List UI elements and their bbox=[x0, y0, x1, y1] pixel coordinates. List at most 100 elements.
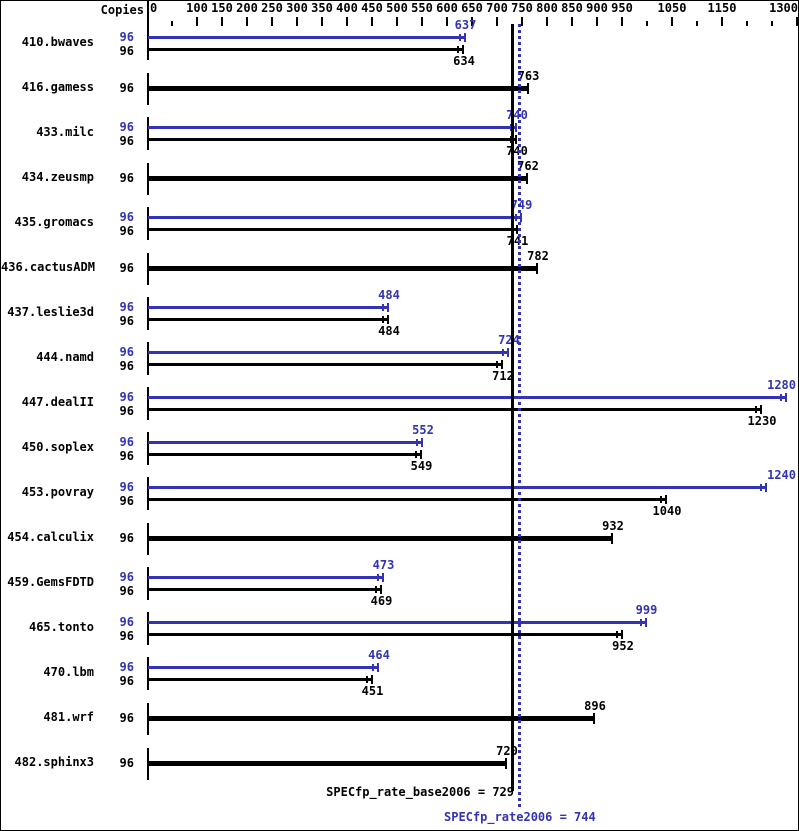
peak-bar-end-tick bbox=[765, 483, 767, 492]
peak-copies-value: 96 bbox=[119, 300, 134, 314]
row-axis-baseline bbox=[147, 657, 149, 690]
base-bar-end-tick bbox=[387, 315, 389, 324]
benchmark-row: 433.milc 96 96 740 740 bbox=[1, 108, 798, 158]
axis-tick-label: 150 bbox=[211, 1, 233, 15]
base-bar bbox=[148, 498, 667, 501]
base-bar-spread-tick bbox=[365, 676, 368, 683]
peak-copies-value: 96 bbox=[119, 390, 134, 404]
base-bar-end-tick bbox=[760, 405, 762, 414]
axis-tick-label: 1150 bbox=[707, 1, 737, 15]
base-bar-end-tick bbox=[593, 713, 595, 724]
peak-bar-end-tick bbox=[785, 393, 787, 402]
peak-value-label: 473 bbox=[372, 558, 395, 572]
base-copies-value: 96 bbox=[119, 531, 134, 545]
benchmark-row: 481.wrf 96 896 bbox=[1, 693, 798, 743]
peak-bar-end-tick bbox=[644, 618, 647, 627]
peak-bar-end-tick bbox=[507, 348, 509, 357]
base-value-label: 634 bbox=[453, 54, 475, 68]
axis-tick-label: 750 bbox=[511, 1, 533, 15]
peak-bar bbox=[148, 576, 384, 579]
benchmark-name-label: 434.zeusmp bbox=[21, 170, 94, 184]
row-axis-baseline bbox=[147, 117, 149, 150]
peak-bar bbox=[148, 216, 522, 219]
axis-major-tick bbox=[721, 17, 723, 26]
base-bar-end-tick bbox=[379, 585, 382, 594]
peak-bar-spread-tick bbox=[639, 619, 642, 626]
peak_median-line bbox=[518, 24, 521, 809]
base-copies-value: 96 bbox=[119, 224, 134, 238]
base-median-label: SPECfp_rate_base2006 = 729 bbox=[326, 785, 514, 799]
peak-bar-spread-tick bbox=[514, 214, 517, 221]
base-value-label: 952 bbox=[612, 639, 634, 653]
peak-bar-spread-tick bbox=[458, 34, 461, 41]
base-bar bbox=[148, 48, 464, 51]
peak-value-label: 552 bbox=[412, 423, 434, 437]
axis-major-tick bbox=[396, 17, 398, 26]
row-axis-baseline bbox=[147, 27, 149, 60]
benchmark-name-label: 465.tonto bbox=[28, 620, 94, 634]
peak-bar-spread-tick bbox=[372, 664, 374, 671]
peak-copies-value: 96 bbox=[119, 480, 134, 494]
base-bar bbox=[148, 318, 389, 321]
axis-minor-tick bbox=[171, 21, 173, 26]
peak-value-label: 740 bbox=[506, 108, 528, 122]
peak-bar bbox=[148, 36, 466, 39]
benchmark-name-label: 444.namd bbox=[36, 350, 94, 364]
peak-bar-end-tick bbox=[421, 438, 423, 447]
benchmark-row: 416.gamess 96 763 bbox=[1, 63, 798, 113]
base-value-label: 720 bbox=[496, 744, 518, 758]
base-value-label: 549 bbox=[410, 459, 433, 473]
base-bar bbox=[148, 228, 518, 231]
peak-bar-spread-tick bbox=[376, 574, 379, 581]
axis-major-tick bbox=[446, 17, 448, 26]
axis-tick-label: 300 bbox=[286, 1, 308, 15]
peak-value-label: 464 bbox=[368, 648, 390, 662]
axis-minor-tick bbox=[646, 21, 648, 26]
benchmark-row: 436.cactusADM 96 782 bbox=[1, 243, 798, 293]
axis-tick-label: 800 bbox=[536, 1, 558, 15]
row-axis-baseline bbox=[147, 387, 149, 420]
peak-copies-value: 96 bbox=[119, 210, 134, 224]
axis-tick-label: 350 bbox=[311, 1, 333, 15]
axis-tick-label: 850 bbox=[561, 1, 583, 15]
axis-tick-label: 950 bbox=[611, 1, 633, 15]
base-bar bbox=[148, 363, 503, 366]
base-copies-value: 96 bbox=[119, 629, 134, 643]
base-value-label: 1040 bbox=[652, 504, 682, 518]
axis-major-tick bbox=[796, 17, 798, 26]
axis-major-tick bbox=[571, 17, 573, 26]
benchmark-name-label: 454.calculix bbox=[7, 530, 94, 544]
axis-minor-tick bbox=[746, 21, 748, 26]
base-bar-spread-tick bbox=[457, 46, 459, 53]
base-bar bbox=[148, 588, 382, 591]
peak-bar bbox=[148, 396, 787, 399]
peak-bar-spread-tick bbox=[382, 304, 384, 311]
axis-major-tick bbox=[346, 17, 348, 26]
peak-bar-spread-tick bbox=[502, 349, 504, 356]
benchmark-name-label: 437.leslie3d bbox=[7, 305, 94, 319]
axis-major-tick bbox=[596, 17, 598, 26]
peak-value-label: 1240 bbox=[767, 468, 796, 482]
base-value-label: 896 bbox=[584, 699, 606, 713]
axis-major-tick bbox=[671, 17, 673, 26]
benchmark-row: 470.lbm 96 96 464 451 bbox=[1, 648, 798, 698]
base-bar-end-tick bbox=[370, 675, 373, 684]
benchmark-name-label: 453.povray bbox=[21, 485, 94, 499]
benchmark-name-label: 433.milc bbox=[36, 125, 94, 139]
row-axis-baseline bbox=[147, 342, 149, 375]
axis-major-tick bbox=[546, 17, 548, 26]
base-copies-value: 96 bbox=[119, 449, 134, 463]
peak-bar-end-tick bbox=[381, 573, 384, 582]
benchmark-name-label: 416.gamess bbox=[21, 80, 94, 94]
peak-median-label: SPECfp_rate2006 = 744 bbox=[444, 810, 596, 824]
peak-bar bbox=[148, 486, 767, 489]
base-copies-value: 96 bbox=[119, 674, 134, 688]
benchmark-name-label: 459.GemsFDTD bbox=[7, 575, 94, 589]
base-copies-value: 96 bbox=[119, 359, 134, 373]
axis-tick-label: 600 bbox=[436, 1, 458, 15]
axis-major-tick bbox=[271, 17, 273, 26]
peak-value-label: 637 bbox=[454, 18, 477, 32]
base-bar-spread-tick bbox=[374, 586, 377, 593]
base-bar bbox=[148, 138, 517, 141]
